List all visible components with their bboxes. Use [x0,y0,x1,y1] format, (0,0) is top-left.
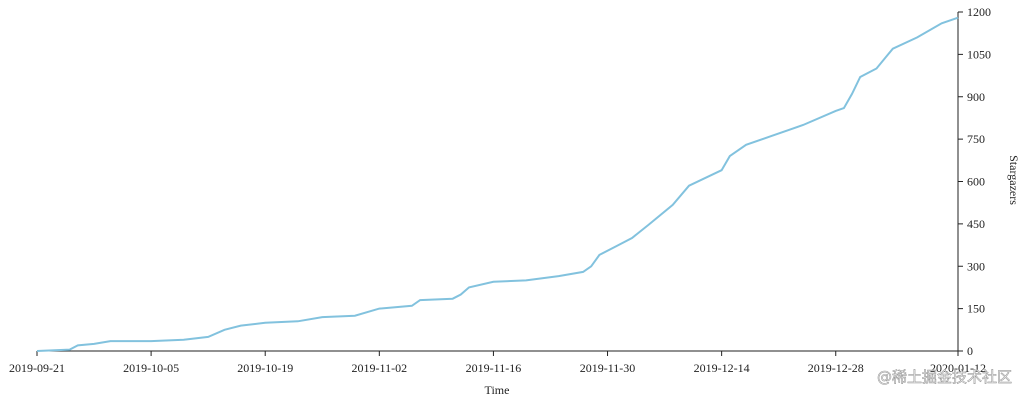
x-tick-label: 2019-11-02 [352,361,408,375]
x-tick-label: 2019-12-14 [694,361,750,375]
line-series [36,16,959,352]
x-tick-label: 2020-01-12 [930,361,986,375]
watermark: @稀土掘金技术社区 [877,368,1012,386]
y-tick-label: 900 [967,90,985,104]
y-tick-label: 300 [967,259,985,273]
x-tick-label: 2019-12-28 [808,361,864,375]
x-tick-label: 2019-11-30 [580,361,636,375]
y-tick-label: 600 [967,175,985,189]
y-axis-label: Stargazers [1007,155,1021,205]
y-tick-label: 150 [967,302,985,316]
x-tick-label: 2019-11-16 [466,361,522,375]
x-tick-label: 2019-10-05 [123,361,179,375]
x-tick-label: 2019-09-21 [9,361,65,375]
y-tick-label: 0 [967,344,973,358]
y-tick-label: 1050 [967,47,991,61]
y-tick-label: 750 [967,132,985,146]
y-tick-label: 1200 [967,5,991,19]
x-tick-label: 2019-10-19 [237,361,293,375]
y-tick-label: 450 [967,217,985,231]
x-axis-label: Time [485,383,510,397]
